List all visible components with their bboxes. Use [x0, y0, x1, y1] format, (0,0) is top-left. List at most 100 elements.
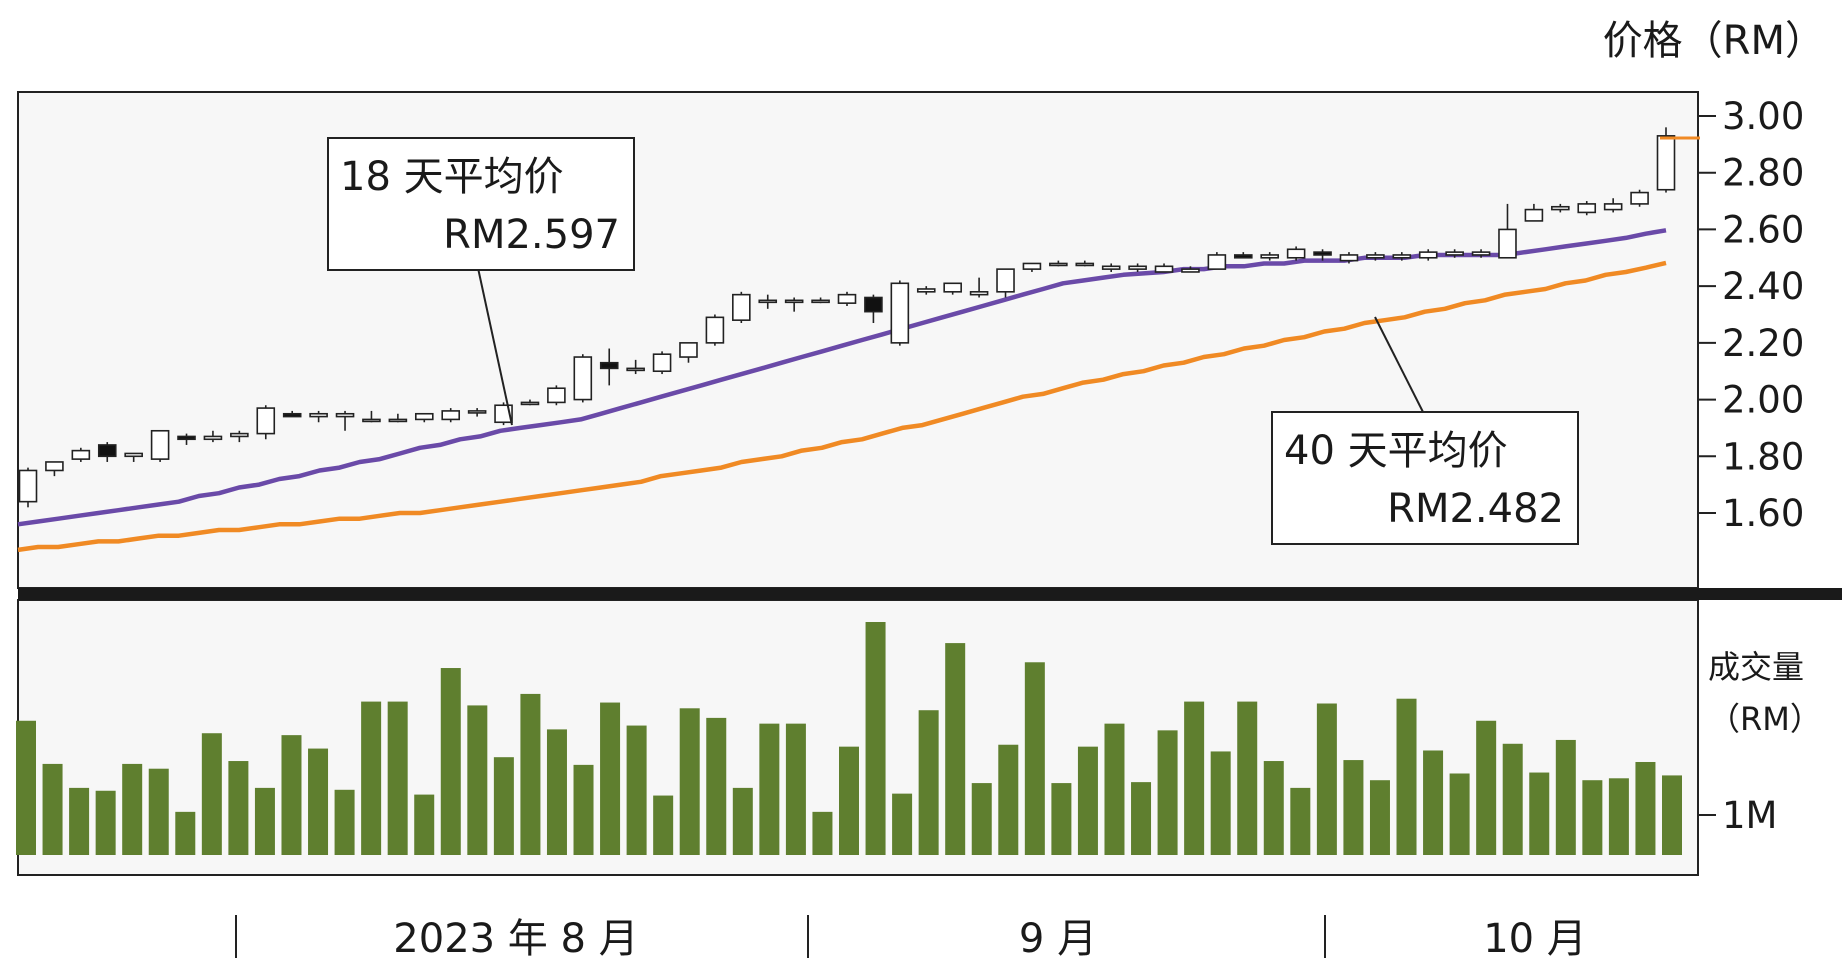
volume-bar: [1184, 701, 1205, 855]
volume-bar: [1077, 746, 1098, 855]
candle-body: [150, 429, 170, 460]
candle-body: [1233, 254, 1253, 259]
candle-body: [1656, 135, 1676, 191]
candle-body: [467, 410, 487, 414]
ma18-line: [17, 228, 1667, 527]
volume-bar: [334, 789, 355, 855]
candle-body: [705, 316, 725, 344]
volume-bar: [573, 764, 594, 855]
price-tick-label: 2.00: [1722, 379, 1804, 422]
candle-body: [1498, 228, 1517, 259]
volume-bar: [440, 668, 461, 855]
candle-body: [1101, 265, 1121, 270]
ma40-line: [17, 260, 1667, 553]
volume-bar: [387, 701, 408, 855]
volume-bar: [201, 733, 222, 855]
volume-bar: [1024, 662, 1045, 855]
volume-bars: [16, 622, 1682, 855]
candle-body: [758, 299, 778, 304]
candle-body: [732, 293, 751, 321]
volume-axis-ticks: 1M: [1698, 794, 1777, 837]
price-tick-label: 2.80: [1722, 152, 1804, 195]
volume-bar: [1635, 761, 1656, 855]
candle-body: [1181, 268, 1200, 273]
volume-bar: [414, 794, 435, 855]
ma18-callout-label: 18 天平均价: [340, 154, 564, 200]
candle-body: [362, 418, 381, 423]
candle-body: [969, 291, 989, 296]
candle-body: [1075, 262, 1095, 267]
candle-body: [811, 299, 830, 304]
volume-bar: [785, 723, 806, 855]
volume-bar: [148, 768, 169, 855]
volume-bar: [493, 757, 514, 855]
volume-bar: [1582, 780, 1603, 855]
volume-bar: [839, 746, 859, 855]
ma40-callout-label: 40 天平均价: [1284, 428, 1508, 474]
ma18-callout-leader: [477, 267, 513, 426]
volume-axis-title-line1: 成交量: [1708, 648, 1804, 686]
candle-body: [230, 432, 249, 438]
volume-bar: [653, 795, 674, 855]
volume-bar: [1502, 743, 1523, 855]
candle-body: [626, 367, 645, 372]
moving-average-lines: [17, 228, 1667, 553]
volume-bar: [1237, 701, 1258, 855]
candle-body: [890, 282, 910, 344]
candle-body: [784, 299, 804, 304]
candle-body: [1339, 254, 1359, 262]
volume-bar: [971, 783, 992, 855]
candle-body: [1128, 265, 1147, 270]
volume-bar: [1210, 751, 1231, 855]
volume-bar: [69, 787, 90, 855]
candle-body: [1577, 203, 1597, 214]
volume-bar: [16, 720, 36, 855]
candle-body: [1603, 203, 1623, 211]
volume-bar: [865, 622, 886, 855]
volume-bar: [42, 763, 63, 855]
candle-body: [1207, 254, 1227, 270]
candle-body: [1313, 251, 1332, 256]
volume-bar: [1369, 780, 1390, 855]
candle-body: [45, 461, 64, 472]
volume-tick-label: 1M: [1722, 794, 1777, 837]
volume-bar: [467, 705, 488, 855]
volume-bar: [1263, 761, 1284, 855]
price-axis-ticks: 3.00 2.80 2.60 2.40 2.20 2.00 1.80 1.60: [1698, 95, 1804, 535]
candle-body: [1471, 251, 1491, 256]
volume-bar: [626, 725, 647, 855]
volume-bar: [122, 763, 143, 855]
volume-bar: [1157, 730, 1178, 855]
volume-bar: [1529, 772, 1550, 855]
candle-body: [520, 401, 540, 406]
candle-body: [441, 410, 461, 421]
candle-body: [71, 449, 91, 460]
volume-bar: [892, 793, 913, 855]
price-tick-label: 2.40: [1722, 265, 1804, 308]
price-tick-label: 1.80: [1722, 435, 1804, 478]
ma40-callout: 40 天平均价 RM2.482: [1271, 316, 1579, 545]
volume-bar: [1343, 760, 1364, 855]
candle-body: [335, 412, 355, 418]
candle-body: [1524, 208, 1544, 222]
volume-bar: [520, 693, 541, 855]
candle-body: [599, 361, 619, 370]
candle-body: [1260, 254, 1280, 259]
candle-body: [203, 435, 223, 441]
volume-bar: [254, 787, 275, 855]
candle-body: [388, 418, 408, 423]
volume-bar: [1316, 703, 1337, 855]
volume-bar: [759, 723, 780, 855]
x-label-october: 10 月: [1483, 916, 1587, 962]
volume-bar: [706, 717, 727, 855]
candle-body: [864, 296, 883, 313]
volume-bar: [679, 708, 700, 855]
price-axis-title: 价格（RM）: [1603, 18, 1825, 64]
price-tick-label: 3.00: [1722, 95, 1804, 138]
volume-bar: [732, 787, 753, 855]
candle-body: [1630, 191, 1649, 205]
candle-body: [256, 407, 276, 435]
candle-body: [177, 435, 196, 441]
volume-axis-title-line2: （RM）: [1708, 700, 1822, 738]
